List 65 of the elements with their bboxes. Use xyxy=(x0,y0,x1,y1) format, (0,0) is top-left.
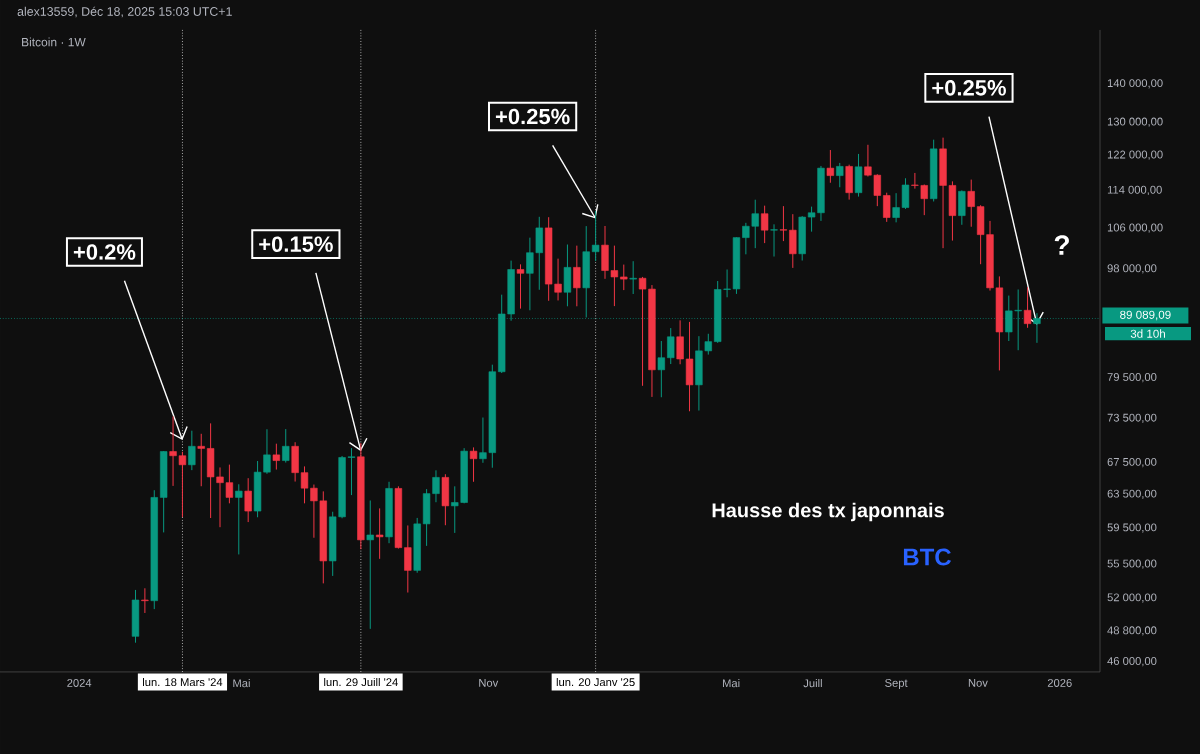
candlestick xyxy=(197,433,205,487)
candlestick xyxy=(657,340,665,398)
y-tick-label: 55 500,00 xyxy=(1107,559,1157,569)
annotation: +0.25% xyxy=(495,108,570,125)
candlestick xyxy=(779,205,788,242)
candlestick xyxy=(516,263,525,310)
chart-subtitle: alex13559, Déc 18, 2025 15:03 UTC+1 xyxy=(17,6,232,18)
candlestick xyxy=(366,499,374,630)
candlestick xyxy=(282,428,290,464)
annotation: +0.15% xyxy=(259,236,333,252)
x-tick-label: 2024 xyxy=(67,678,92,687)
candlestick xyxy=(967,179,975,228)
candlestick xyxy=(244,477,252,523)
candlestick xyxy=(883,192,891,223)
candlestick xyxy=(404,524,412,594)
y-tick-label: 48 800,00 xyxy=(1107,626,1157,636)
candlestick xyxy=(375,507,384,560)
candlestick xyxy=(272,443,280,471)
ref-line-label: 89 089,09 xyxy=(1120,310,1171,321)
annotation: BTC xyxy=(903,548,952,566)
y-tick-label: 79 500,00 xyxy=(1107,373,1157,383)
y-tick-label: 98 000,00 xyxy=(1107,264,1157,274)
candlestick xyxy=(141,587,149,614)
ref-line-label: lun. 20 Janv '25 xyxy=(556,677,635,687)
annotation: +0.2% xyxy=(73,244,136,260)
candlestick xyxy=(629,260,637,295)
candlestick xyxy=(760,205,769,244)
x-tick-label: Mai xyxy=(722,678,740,688)
candlestick xyxy=(676,319,684,365)
annotation: ? xyxy=(1054,235,1069,255)
candlestick xyxy=(789,213,797,269)
candlestick xyxy=(1023,286,1032,329)
y-tick-label: 73 500,00 xyxy=(1107,413,1157,423)
candlestick xyxy=(188,430,196,471)
candlestick xyxy=(620,264,628,291)
y-tick-label: 46 000,00 xyxy=(1107,657,1157,667)
x-tick-label: Nov xyxy=(968,678,988,687)
x-tick-label: Mai xyxy=(233,678,250,688)
candlestick xyxy=(573,245,581,307)
text: 3d 10h xyxy=(1130,329,1165,338)
y-tick-label: 114 000,00 xyxy=(1107,185,1162,196)
y-tick-label: 106 000,00 xyxy=(1107,223,1163,233)
candlestick xyxy=(826,149,835,184)
y-tick-label: 67 500,00 xyxy=(1107,457,1157,468)
y-tick-label: 122 000,00 xyxy=(1107,150,1163,160)
y-tick-label: 63 500,00 xyxy=(1107,489,1157,499)
candlestick xyxy=(235,483,243,555)
candlestick xyxy=(667,327,675,365)
candlestick xyxy=(591,210,600,262)
y-tick-label: 140 000,00 xyxy=(1107,79,1163,89)
candlestick xyxy=(770,223,778,258)
annotation: Hausse des tx japonnais xyxy=(712,502,944,522)
candlestick xyxy=(836,162,844,188)
candlestick xyxy=(469,446,478,483)
y-tick-label: 130 000,00 xyxy=(1107,117,1163,127)
text: Bitcoin · 1W xyxy=(22,37,86,47)
x-tick-label: 2026 xyxy=(1047,678,1072,687)
x-tick-label: Sept xyxy=(885,678,908,690)
x-tick-label: Nov xyxy=(479,678,499,687)
y-tick-label: 52 000,00 xyxy=(1107,593,1157,603)
ref-line-label: lun. 18 Mars '24 xyxy=(143,677,223,687)
x-tick-label: Juill xyxy=(803,678,822,688)
y-tick-label: 59 500,00 xyxy=(1107,523,1157,533)
annotation: +0.25% xyxy=(932,80,1006,96)
ref-line-label: lun. 29 Juill '24 xyxy=(324,677,398,687)
